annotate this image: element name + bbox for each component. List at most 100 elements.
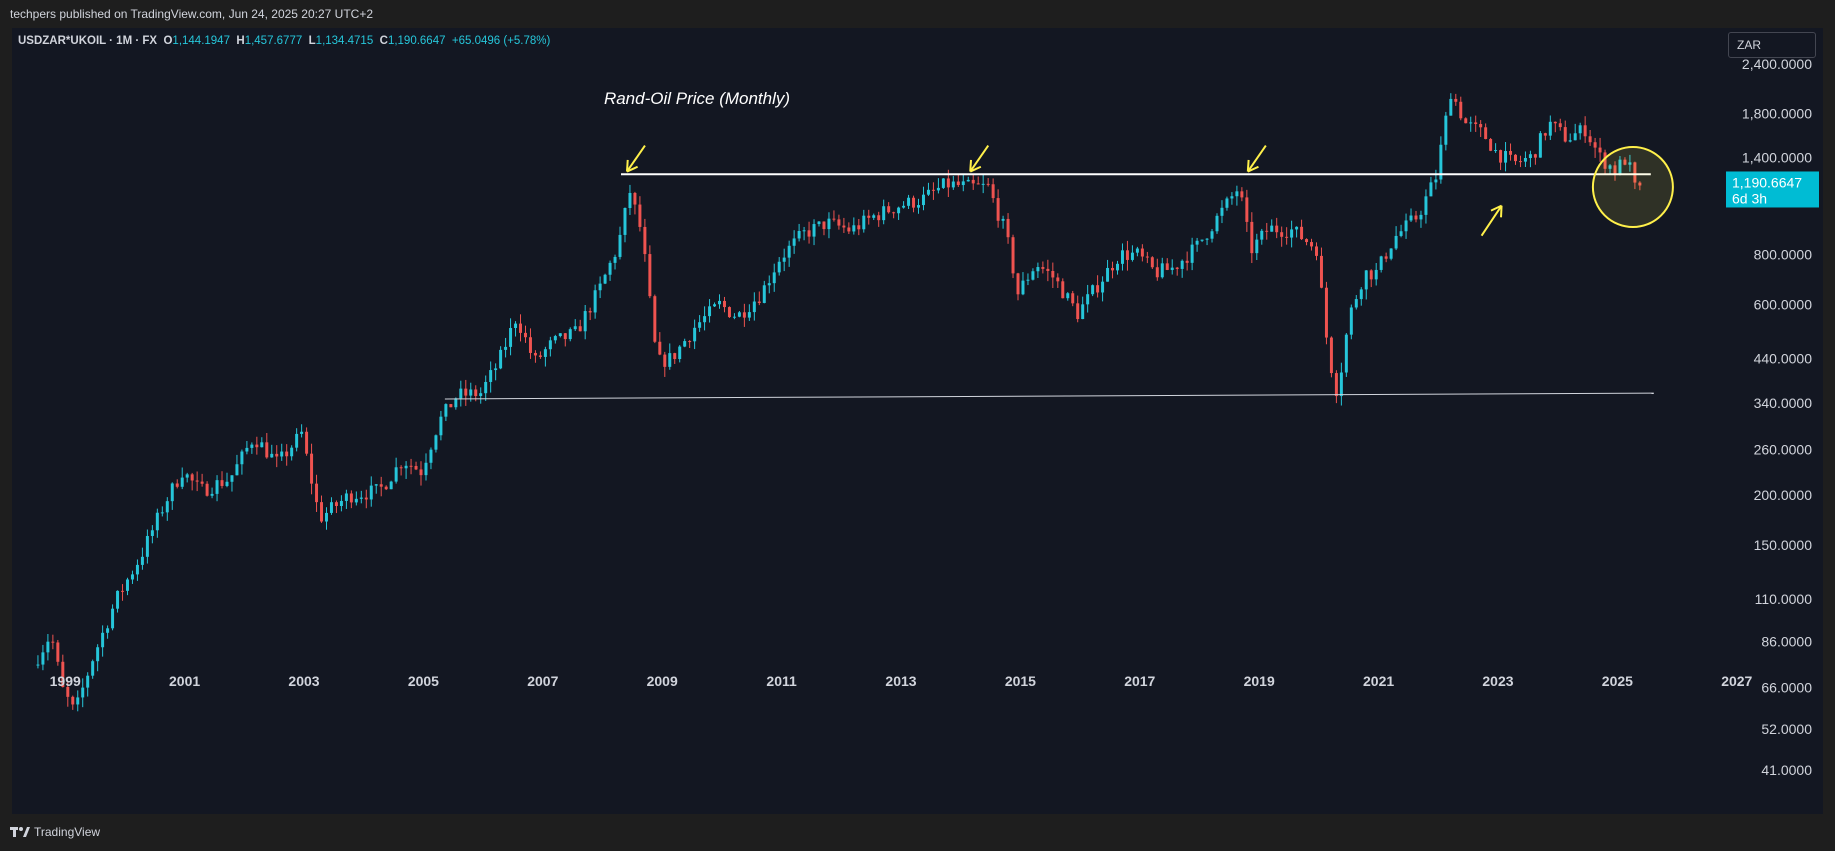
candle-body — [1449, 98, 1453, 116]
candle-body — [1558, 123, 1562, 128]
candle-body — [121, 590, 125, 592]
annotation-layer — [444, 145, 1674, 400]
candle-body — [439, 416, 443, 436]
candle-body — [1230, 196, 1234, 199]
candle-body — [469, 389, 473, 396]
candle-body — [499, 349, 503, 369]
candle-body — [921, 194, 925, 206]
open-value: 1,144.1947 — [172, 35, 230, 47]
candle-body — [1210, 231, 1214, 239]
candle-body — [1066, 293, 1070, 299]
candle-body — [772, 272, 776, 284]
high-value: 1,457.6777 — [244, 35, 303, 47]
candle-body — [1528, 154, 1532, 159]
candle-body — [434, 435, 438, 450]
candle-body — [563, 333, 567, 340]
candle-body — [1364, 270, 1368, 290]
candle-body — [399, 467, 403, 469]
candle-body — [354, 498, 358, 503]
candle-body — [1245, 197, 1249, 222]
candle-body — [459, 388, 463, 399]
candle-body — [374, 484, 378, 486]
candle-body — [872, 215, 876, 218]
candle-body — [986, 183, 990, 185]
currency-selector[interactable]: ZAR — [1728, 32, 1816, 58]
candle-body — [1618, 159, 1622, 175]
candle-body — [1518, 161, 1522, 163]
candle-body — [628, 192, 632, 209]
candle-body — [1434, 179, 1438, 183]
annotation-arrow — [626, 145, 646, 173]
candle-body — [936, 187, 940, 191]
candle-body — [961, 181, 965, 186]
candle-body — [205, 483, 209, 496]
candle-body — [1215, 215, 1219, 232]
candle-body — [145, 535, 149, 557]
candle-body — [1489, 139, 1493, 151]
candle-body — [1509, 151, 1513, 155]
candle-body — [693, 327, 697, 342]
candle-body — [315, 483, 319, 503]
candle-body — [56, 642, 60, 662]
arrow-head — [1247, 165, 1259, 173]
footer-bar: TradingView — [0, 814, 1835, 851]
candle-body — [578, 326, 582, 332]
candlestick-chart[interactable]: 2,400.0000 1,800.0000 1,400.0000 800.0000 60… — [12, 28, 1823, 814]
candle-body — [225, 481, 229, 486]
chart-pane[interactable]: 2,400.0000 1,800.0000 1,400.0000 800.0000 60… — [12, 28, 1823, 814]
price-tick-label: 200.0000 — [1754, 487, 1813, 503]
candle-body — [588, 311, 592, 313]
candle-body — [1329, 337, 1333, 374]
candle-body — [116, 590, 120, 609]
candle-body — [782, 257, 786, 262]
candle-body — [852, 225, 856, 232]
price-tick-label: 600.0000 — [1754, 296, 1813, 312]
candle-body — [1523, 158, 1527, 162]
price-tag[interactable] — [1726, 171, 1819, 208]
time-tick-label: 2019 — [1244, 673, 1275, 689]
candle-body — [414, 465, 418, 470]
candle-body — [310, 453, 314, 484]
candle-body — [1568, 140, 1572, 142]
candle-body — [1250, 221, 1254, 254]
candle-body — [369, 485, 373, 500]
candle-body — [1036, 267, 1040, 272]
candle-body — [1101, 281, 1105, 293]
candle-body — [767, 283, 771, 286]
time-tick-label: 2027 — [1721, 673, 1752, 689]
low-label: L — [308, 35, 316, 47]
price-tick-label: 66.0000 — [1761, 680, 1812, 696]
candle-body — [643, 226, 647, 255]
candle-body — [140, 556, 144, 565]
candle-body — [812, 224, 816, 237]
low-value: 1,134.4715 — [315, 35, 374, 47]
candle-body — [1439, 144, 1443, 180]
candle-body — [210, 493, 214, 496]
time-tick-label: 2013 — [885, 673, 916, 689]
tradingview-brand[interactable]: TradingView — [10, 825, 100, 839]
published-header: techpers published on TradingView.com, J… — [0, 0, 1835, 28]
candle-body — [334, 502, 338, 506]
candle-body — [280, 451, 284, 457]
candle-body — [215, 480, 219, 494]
candle-body — [305, 431, 309, 454]
candle-body — [842, 225, 846, 228]
candle-body — [1484, 127, 1488, 140]
candle-body — [514, 323, 518, 329]
chart-title: Rand-Oil Price (Monthly) — [604, 89, 790, 108]
candle-body — [275, 453, 279, 457]
candle-body — [996, 198, 1000, 221]
candle-body — [76, 697, 80, 705]
candle-body — [1374, 269, 1378, 280]
candle-body — [762, 285, 766, 303]
symbol-name[interactable]: USDZAR*UKOIL · 1M · FX — [18, 35, 158, 47]
time-tick-label: 2025 — [1602, 673, 1633, 689]
candle-body — [479, 393, 483, 396]
price-tick-label: 2,400.0000 — [1742, 56, 1812, 72]
candle-body — [444, 404, 448, 417]
candle-body — [1006, 218, 1010, 238]
candle-body — [1111, 267, 1115, 271]
candle-body — [1116, 263, 1119, 271]
candle-body — [1394, 235, 1398, 249]
candle-body — [1071, 293, 1075, 304]
